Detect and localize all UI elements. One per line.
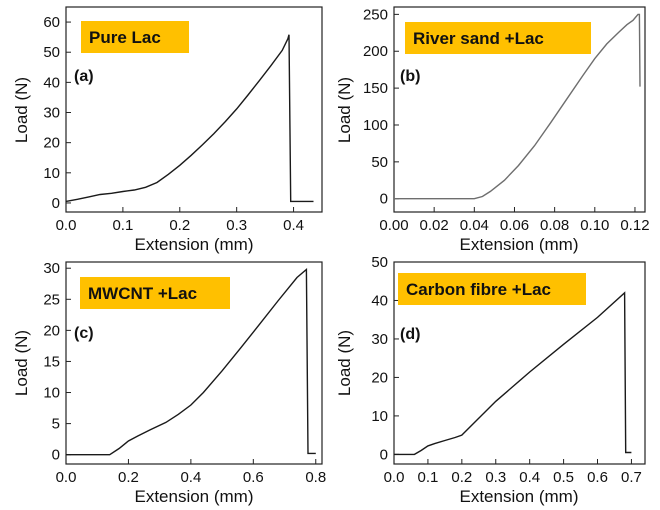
panel-a: 0.0 0.1 0.2 0.3 0.4 0 10 20 30 40 50 60 Pure Lac (a… — [12, 6, 323, 254]
y-axis-title: Load (N) — [335, 330, 354, 396]
x-axis-title: Extension (mm) — [134, 487, 253, 506]
y-tick-label: 15 — [43, 353, 60, 370]
title-box — [80, 277, 230, 309]
y-tick-label: 50 — [43, 44, 60, 61]
y-tick-label: 40 — [371, 292, 388, 309]
x-tick-label: 0.0 — [384, 469, 405, 486]
series-line — [394, 291, 632, 456]
x-axis-title: Extension (mm) — [459, 487, 578, 506]
x-tick-label: 0.2 — [169, 217, 190, 234]
x-tick-label: 0.04 — [460, 217, 489, 234]
y-tick-label: 25 — [43, 291, 60, 308]
y-tick-label: 30 — [43, 260, 60, 277]
y-tick-label: 10 — [43, 165, 60, 182]
y-tick-label: 200 — [363, 43, 388, 60]
x-tick-label: 0.12 — [620, 217, 649, 234]
axis-ticks: 0.0 0.1 0.2 0.3 0.4 0.5 0.6 0.7 0 10 20 30 40 50 — [371, 254, 642, 486]
y-tick-label: 0 — [52, 447, 60, 464]
y-tick-label: 150 — [363, 80, 388, 97]
x-axis-title: Extension (mm) — [134, 235, 253, 254]
panel-b: 0.00 0.02 0.04 0.06 0.08 0.10 0.12 0 50 100 150 200… — [335, 6, 650, 254]
y-tick-label: 5 — [52, 416, 60, 433]
plot-frame — [393, 261, 646, 465]
x-tick-label: 0.3 — [226, 217, 247, 234]
x-axis-title: Extension (mm) — [459, 235, 578, 254]
y-tick-label: 20 — [43, 322, 60, 339]
x-tick-label: 0.3 — [485, 469, 506, 486]
series-line — [66, 267, 316, 456]
x-tick-label: 0.8 — [305, 469, 326, 486]
chart-title: River sand +Lac — [413, 29, 544, 48]
axis-ticks: 0.0 0.1 0.2 0.3 0.4 0 10 20 30 40 50 60 — [43, 14, 304, 234]
x-tick-label: 0.10 — [580, 217, 609, 234]
x-tick-label: 0.2 — [118, 469, 139, 486]
y-axis-title: Load (N) — [12, 77, 31, 143]
panel-label: (b) — [400, 68, 420, 85]
panel-label: (c) — [74, 325, 94, 342]
plot-frame — [65, 261, 323, 465]
plot-frame — [65, 6, 323, 213]
y-tick-label: 250 — [363, 6, 388, 23]
plot-frame — [393, 6, 646, 213]
y-tick-label: 50 — [371, 154, 388, 171]
panel-label: (d) — [400, 326, 420, 343]
y-tick-label: 30 — [43, 105, 60, 122]
y-tick-label: 100 — [363, 117, 388, 134]
title-box — [405, 22, 591, 54]
chart-title: Pure Lac — [89, 28, 161, 47]
series-line — [65, 34, 314, 203]
x-tick-label: 0.7 — [621, 469, 642, 486]
x-tick-label: 0.06 — [500, 217, 529, 234]
x-tick-label: 0.4 — [180, 469, 201, 486]
y-tick-label: 50 — [371, 254, 388, 271]
panel-d: 0.0 0.1 0.2 0.3 0.4 0.5 0.6 0.7 0 10 20 30 40 50 Carb… — [335, 254, 646, 506]
x-tick-label: 0.4 — [519, 469, 540, 486]
title-box — [398, 273, 586, 305]
y-tick-label: 20 — [43, 135, 60, 152]
x-tick-label: 0.0 — [56, 217, 77, 234]
axis-ticks: 0.0 0.2 0.4 0.6 0.8 0 5 10 15 20 25 30 — [43, 260, 326, 486]
x-tick-label: 0.4 — [283, 217, 304, 234]
x-tick-label: 0.1 — [112, 217, 133, 234]
y-tick-label: 10 — [43, 385, 60, 402]
x-tick-label: 0.1 — [417, 469, 438, 486]
y-tick-label: 0 — [52, 195, 60, 212]
series-line — [394, 13, 641, 200]
chart-title: Carbon fibre +Lac — [406, 280, 551, 299]
y-axis-title: Load (N) — [12, 330, 31, 396]
panel-label: (a) — [74, 68, 94, 85]
y-tick-label: 20 — [371, 369, 388, 386]
x-tick-label: 0.00 — [379, 217, 408, 234]
y-tick-label: 30 — [371, 331, 388, 348]
y-tick-label: 40 — [43, 74, 60, 91]
x-tick-label: 0.5 — [553, 469, 574, 486]
y-tick-label: 10 — [371, 408, 388, 425]
y-tick-label: 0 — [380, 446, 388, 463]
x-tick-label: 0.2 — [451, 469, 472, 486]
title-box — [81, 21, 189, 53]
chart-title: MWCNT +Lac — [88, 284, 197, 303]
panel-c: 0.0 0.2 0.4 0.6 0.8 0 5 10 15 20 25 30 MWCNT +Lac (… — [12, 260, 326, 506]
x-tick-label: 0.6 — [587, 469, 608, 486]
x-tick-label: 0.0 — [56, 469, 77, 486]
x-tick-label: 0.02 — [420, 217, 449, 234]
y-axis-title: Load (N) — [335, 77, 354, 143]
x-tick-label: 0.08 — [540, 217, 569, 234]
y-tick-label: 0 — [380, 191, 388, 208]
x-tick-label: 0.6 — [243, 469, 264, 486]
y-tick-label: 60 — [43, 14, 60, 31]
axis-ticks: 0.00 0.02 0.04 0.06 0.08 0.10 0.12 0 50 100 150 200… — [363, 6, 650, 234]
